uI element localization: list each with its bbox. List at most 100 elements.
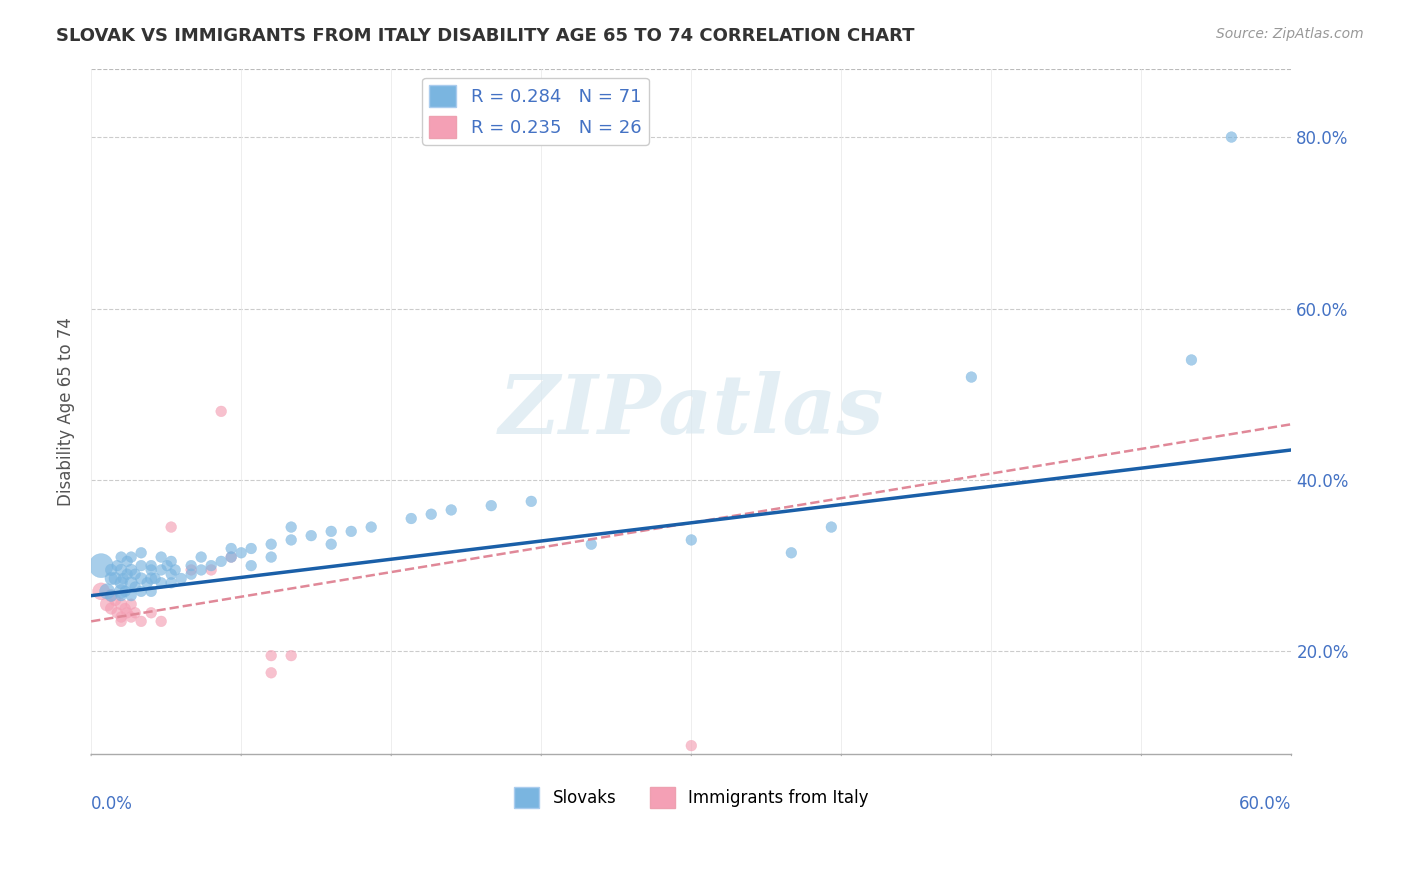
Point bbox=[120, 589, 142, 603]
Point bbox=[219, 541, 242, 556]
Point bbox=[260, 665, 283, 680]
Point bbox=[120, 563, 142, 577]
Point bbox=[399, 511, 422, 525]
Point bbox=[110, 610, 132, 624]
Point bbox=[105, 558, 128, 573]
Point bbox=[321, 524, 343, 539]
Point bbox=[200, 563, 222, 577]
Point bbox=[110, 563, 132, 577]
Point bbox=[120, 575, 142, 590]
Text: 60.0%: 60.0% bbox=[1239, 796, 1292, 814]
Point bbox=[681, 533, 703, 547]
Point bbox=[200, 558, 222, 573]
Point bbox=[136, 575, 159, 590]
Point bbox=[120, 597, 142, 611]
Point bbox=[115, 567, 138, 582]
Y-axis label: Disability Age 65 to 74: Disability Age 65 to 74 bbox=[58, 317, 75, 506]
Point bbox=[124, 567, 146, 582]
Point bbox=[100, 601, 122, 615]
Point bbox=[150, 563, 173, 577]
Point bbox=[1180, 353, 1202, 368]
Point bbox=[129, 584, 152, 599]
Point bbox=[110, 550, 132, 565]
Point bbox=[104, 593, 127, 607]
Point bbox=[420, 507, 443, 521]
Point bbox=[112, 572, 135, 586]
Point bbox=[240, 558, 263, 573]
Point bbox=[260, 537, 283, 551]
Point bbox=[479, 499, 502, 513]
Point bbox=[114, 584, 136, 599]
Point bbox=[240, 541, 263, 556]
Point bbox=[120, 550, 142, 565]
Point bbox=[299, 528, 322, 542]
Point bbox=[110, 615, 132, 629]
Point bbox=[124, 580, 146, 594]
Point bbox=[129, 615, 152, 629]
Point bbox=[520, 494, 543, 508]
Point bbox=[110, 597, 132, 611]
Point bbox=[100, 572, 122, 586]
Point bbox=[110, 584, 132, 599]
Point bbox=[141, 572, 163, 586]
Point bbox=[160, 554, 183, 568]
Point bbox=[96, 597, 118, 611]
Point bbox=[280, 520, 302, 534]
Point bbox=[219, 550, 242, 565]
Legend: Slovaks, Immigrants from Italy: Slovaks, Immigrants from Italy bbox=[508, 780, 875, 814]
Text: 0.0%: 0.0% bbox=[91, 796, 134, 814]
Point bbox=[340, 524, 363, 539]
Text: Source: ZipAtlas.com: Source: ZipAtlas.com bbox=[1216, 27, 1364, 41]
Point bbox=[143, 572, 166, 586]
Point bbox=[129, 572, 152, 586]
Point bbox=[165, 563, 187, 577]
Point bbox=[90, 584, 112, 599]
Point bbox=[440, 503, 463, 517]
Point bbox=[780, 546, 803, 560]
Point bbox=[115, 606, 138, 620]
Point bbox=[180, 567, 202, 582]
Point bbox=[209, 404, 232, 418]
Point bbox=[260, 648, 283, 663]
Point bbox=[105, 606, 128, 620]
Point bbox=[170, 572, 193, 586]
Point bbox=[321, 537, 343, 551]
Point bbox=[260, 550, 283, 565]
Point bbox=[129, 558, 152, 573]
Point bbox=[115, 554, 138, 568]
Point bbox=[681, 739, 703, 753]
Point bbox=[160, 567, 183, 582]
Point bbox=[820, 520, 842, 534]
Point bbox=[141, 563, 163, 577]
Point bbox=[141, 584, 163, 599]
Point bbox=[360, 520, 382, 534]
Point bbox=[960, 370, 983, 384]
Point bbox=[209, 554, 232, 568]
Point bbox=[114, 601, 136, 615]
Point bbox=[190, 563, 212, 577]
Point bbox=[141, 558, 163, 573]
Point bbox=[190, 550, 212, 565]
Point bbox=[581, 537, 603, 551]
Point bbox=[110, 575, 132, 590]
Point bbox=[96, 584, 118, 599]
Point bbox=[104, 572, 127, 586]
Point bbox=[1220, 130, 1243, 145]
Point bbox=[90, 558, 112, 573]
Point bbox=[160, 575, 183, 590]
Point bbox=[180, 558, 202, 573]
Point bbox=[100, 589, 122, 603]
Point bbox=[280, 648, 302, 663]
Point bbox=[150, 550, 173, 565]
Point bbox=[219, 550, 242, 565]
Point bbox=[100, 589, 122, 603]
Point bbox=[231, 546, 253, 560]
Point bbox=[100, 563, 122, 577]
Point bbox=[160, 520, 183, 534]
Point bbox=[124, 606, 146, 620]
Point bbox=[280, 533, 302, 547]
Point bbox=[120, 610, 142, 624]
Point bbox=[150, 575, 173, 590]
Text: ZIPatlas: ZIPatlas bbox=[499, 371, 884, 451]
Point bbox=[141, 606, 163, 620]
